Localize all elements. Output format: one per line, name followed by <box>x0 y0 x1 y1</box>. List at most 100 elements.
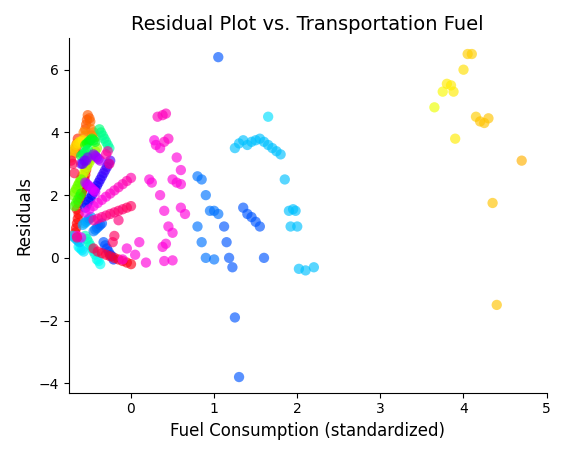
Point <box>89 248 98 255</box>
Point <box>109 256 118 263</box>
Point <box>87 192 96 199</box>
Point <box>91 147 100 155</box>
Point <box>70 170 79 177</box>
Point <box>72 235 81 243</box>
Point <box>131 251 140 258</box>
Point <box>72 232 82 239</box>
Point <box>247 138 256 146</box>
Point <box>78 221 87 228</box>
Point <box>475 118 484 125</box>
Point <box>101 251 110 258</box>
Point <box>68 192 78 199</box>
Point <box>104 160 113 167</box>
Point <box>234 140 243 147</box>
Point <box>85 157 95 164</box>
Point <box>280 176 289 183</box>
Point <box>142 259 151 266</box>
Point <box>161 110 170 117</box>
Point <box>449 88 458 95</box>
Point <box>83 140 92 147</box>
Point <box>96 221 105 228</box>
Point <box>80 220 89 227</box>
Point <box>197 176 206 183</box>
Point <box>89 245 98 252</box>
Point <box>83 217 92 224</box>
Point <box>214 54 223 61</box>
Point <box>83 116 92 123</box>
Point <box>156 192 165 199</box>
Point <box>114 256 123 263</box>
Point <box>81 204 90 211</box>
Point <box>72 234 82 241</box>
Point <box>172 179 181 186</box>
Point <box>103 142 112 149</box>
Point <box>106 253 115 260</box>
Point <box>76 195 85 202</box>
Point <box>81 126 90 133</box>
Point <box>106 210 115 217</box>
Point <box>76 190 85 197</box>
Point <box>158 111 167 119</box>
Point <box>68 160 78 167</box>
Point <box>193 223 202 230</box>
Y-axis label: Residuals: Residuals <box>15 176 33 255</box>
Point <box>89 136 98 144</box>
Point <box>92 154 101 161</box>
Point <box>168 257 177 264</box>
Point <box>110 187 119 194</box>
Point <box>160 258 169 265</box>
Point <box>80 176 89 183</box>
Point <box>78 247 87 254</box>
Point <box>93 199 102 207</box>
Point <box>234 374 243 381</box>
Point <box>463 51 472 58</box>
Point <box>67 154 76 161</box>
Point <box>82 121 91 128</box>
Point <box>310 263 319 271</box>
Point <box>177 167 186 174</box>
Point <box>89 228 98 235</box>
Point <box>160 207 169 214</box>
Point <box>74 243 83 251</box>
Point <box>193 173 202 180</box>
Point <box>70 234 79 241</box>
Point <box>85 206 94 213</box>
Point <box>84 160 93 167</box>
Point <box>75 193 84 200</box>
Point <box>160 138 169 146</box>
Point <box>84 238 93 246</box>
Point <box>286 223 295 230</box>
Point <box>255 135 264 142</box>
Point <box>114 184 123 191</box>
Point <box>78 151 87 158</box>
Point <box>85 184 95 191</box>
Point <box>114 217 123 224</box>
Point <box>172 154 181 161</box>
Point <box>81 232 90 239</box>
Point <box>239 204 248 211</box>
Point <box>150 136 159 144</box>
Point <box>168 229 177 237</box>
Point <box>97 220 106 227</box>
Point <box>102 163 112 171</box>
Point <box>430 104 439 111</box>
Point <box>72 199 81 207</box>
Point <box>72 220 82 227</box>
Point <box>70 144 79 152</box>
Point <box>84 138 93 146</box>
Point <box>156 144 165 152</box>
Point <box>80 149 89 157</box>
Point <box>82 218 91 225</box>
Point <box>209 256 218 263</box>
Point <box>71 229 80 237</box>
Point <box>84 154 93 161</box>
Point <box>89 151 98 158</box>
Point <box>82 157 91 164</box>
Point <box>76 245 85 252</box>
Point <box>94 179 103 186</box>
Point <box>122 259 131 266</box>
Point <box>76 152 85 160</box>
Point <box>126 202 135 210</box>
Point <box>122 204 131 211</box>
Point <box>85 215 94 222</box>
